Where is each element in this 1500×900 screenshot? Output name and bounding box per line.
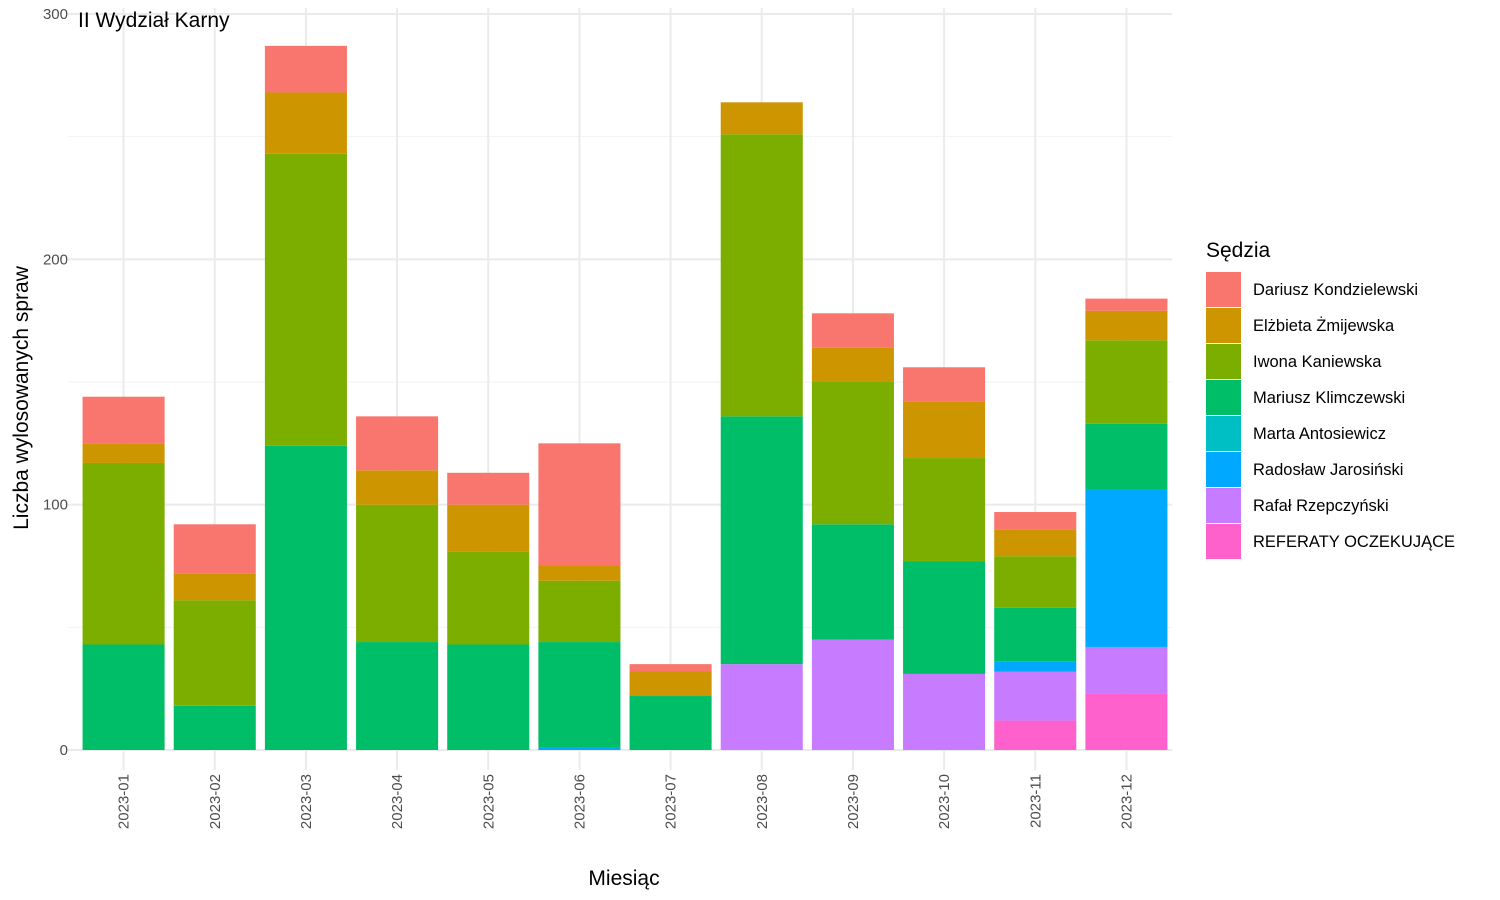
- bar-segment: [903, 561, 986, 674]
- bar-segment: [811, 382, 894, 525]
- bar-segment: [994, 661, 1077, 672]
- bar-segment: [173, 705, 256, 750]
- bar-segment: [1085, 646, 1168, 694]
- bar-segment: [82, 396, 165, 444]
- bar-segment: [82, 462, 165, 645]
- legend-label: REFERATY OCZEKUJĄCE: [1253, 533, 1455, 551]
- x-tick-label: 2023-10: [936, 774, 953, 829]
- x-tick-label: 2023-12: [1118, 774, 1135, 829]
- legend-swatch: [1206, 308, 1241, 343]
- x-tick-label: 2023-11: [1027, 774, 1044, 828]
- bar-segment: [1085, 340, 1168, 424]
- x-tick-label: 2023-05: [480, 774, 497, 829]
- bar-segment: [720, 416, 803, 665]
- x-axis-ticks: 2023-01 2023-02 2023-03 2023-04 2023-05 2023-…: [116, 774, 1136, 829]
- bar-segment: [1085, 423, 1168, 490]
- bar-segment: [811, 347, 894, 382]
- y-axis-ticks: 0 100 200 300: [43, 6, 68, 759]
- bar-segment: [629, 671, 712, 697]
- bar-segment: [903, 458, 986, 562]
- y-tick-label: 0: [60, 742, 68, 759]
- bar-segment: [720, 664, 803, 750]
- bar-segment: [994, 720, 1077, 750]
- y-tick-label: 300: [43, 6, 68, 23]
- bar-segment: [538, 642, 621, 748]
- legend-label: Radosław Jarosiński: [1253, 461, 1403, 479]
- bar-segment: [173, 573, 256, 601]
- bar-segment: [811, 524, 894, 640]
- legend-swatch: [1206, 416, 1241, 451]
- bar-segment: [264, 92, 347, 154]
- x-tick-label: 2023-01: [116, 774, 133, 829]
- legend-label: Rafał Rzepczyński: [1253, 497, 1389, 515]
- bar-segment: [447, 551, 530, 645]
- bar-segment: [356, 504, 439, 643]
- bar-segment: [1085, 310, 1168, 341]
- x-tick-label: 2023-07: [663, 774, 680, 829]
- bar-segment: [447, 644, 530, 750]
- bar-segment: [538, 747, 621, 750]
- legend-label: Mariusz Klimczewski: [1253, 389, 1405, 407]
- bar-segment: [356, 416, 439, 471]
- legend-swatch: [1206, 344, 1241, 379]
- bar-segment: [538, 580, 621, 643]
- legend-label: Elżbieta Żmijewska: [1253, 316, 1395, 335]
- bar-segment: [720, 102, 803, 135]
- bar-segment: [994, 529, 1077, 557]
- chart-title: II Wydział Karny: [78, 9, 230, 32]
- y-tick-label: 100: [43, 497, 68, 514]
- y-tick-label: 200: [43, 251, 68, 268]
- legend-title: Sędzia: [1206, 239, 1271, 262]
- bar-segment: [811, 639, 894, 750]
- legend-label: Iwona Kaniewska: [1253, 353, 1382, 371]
- bar-segment: [1085, 489, 1168, 647]
- x-axis-title: Miesiąc: [588, 867, 659, 890]
- bar-segment: [264, 445, 347, 750]
- bar-segment: [1085, 693, 1168, 750]
- legend: Sędzia Dariusz Kondzielewski Elżbieta Żmi…: [1206, 239, 1455, 559]
- bar-segment: [629, 696, 712, 750]
- x-tick-label: 2023-04: [389, 774, 406, 829]
- bar-segment: [538, 566, 621, 581]
- bar-segment: [903, 367, 986, 402]
- bar-segment: [903, 673, 986, 750]
- x-tick-label: 2023-09: [845, 774, 862, 829]
- bar-segment: [356, 642, 439, 750]
- bar-segment: [994, 671, 1077, 721]
- legend-label: Marta Antosiewicz: [1253, 425, 1386, 443]
- bar-segment: [447, 504, 530, 552]
- bar-segment: [264, 153, 347, 446]
- bar-segment: [538, 443, 621, 566]
- bar-segment: [720, 134, 803, 417]
- legend-swatch: [1206, 488, 1241, 523]
- bar-segment: [994, 556, 1077, 608]
- legend-swatch: [1206, 272, 1241, 307]
- bar-segment: [173, 600, 256, 706]
- bar-segment: [82, 443, 165, 463]
- bar-segment: [447, 472, 530, 505]
- x-tick-label: 2023-02: [207, 774, 224, 829]
- legend-swatch: [1206, 380, 1241, 415]
- bar-segment: [903, 401, 986, 459]
- bar-segment: [173, 524, 256, 574]
- legend-label: Dariusz Kondzielewski: [1253, 281, 1418, 299]
- bar-segment: [1085, 298, 1168, 311]
- bar-segment: [629, 664, 712, 672]
- y-axis-title: Liczba wylosowanych spraw: [10, 265, 33, 530]
- bars: [82, 45, 1168, 750]
- bar-segment: [811, 313, 894, 348]
- x-tick-label: 2023-03: [298, 774, 315, 829]
- x-tick-label: 2023-06: [571, 774, 588, 829]
- bar-segment: [82, 644, 165, 750]
- bar-segment: [356, 470, 439, 505]
- bar-segment: [994, 512, 1077, 530]
- bar-segment: [994, 607, 1077, 662]
- legend-swatch: [1206, 524, 1241, 559]
- bar-segment: [264, 45, 347, 93]
- legend-swatch: [1206, 452, 1241, 487]
- x-tick-label: 2023-08: [754, 774, 771, 829]
